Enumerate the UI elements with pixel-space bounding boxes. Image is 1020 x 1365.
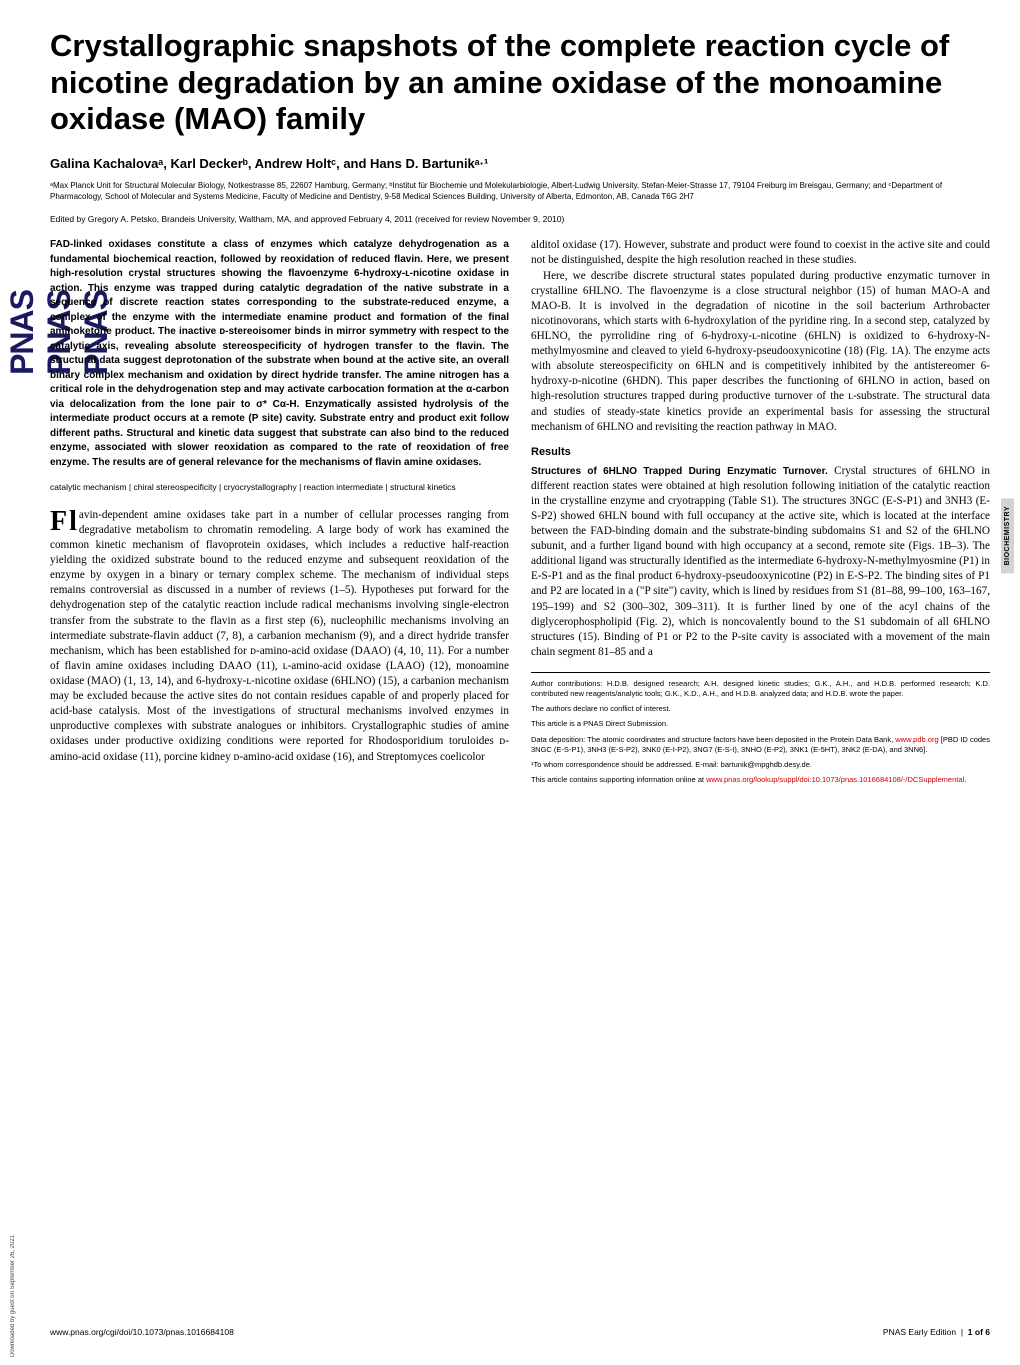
author-contributions: Author contributions: H.D.B. designed re… <box>531 679 990 699</box>
results-subheading: Structures of 6HLNO Trapped During Enzym… <box>531 466 828 477</box>
abstract: FAD-linked oxidases constitute a class o… <box>50 238 509 470</box>
pdb-link[interactable]: www.pdb.org <box>895 735 938 744</box>
intro-text: lavin-dependent amine oxidases take part… <box>50 509 509 763</box>
doi-link[interactable]: www.pnas.org/cgi/doi/10.1073/pnas.101668… <box>50 1327 234 1337</box>
affiliations: ᵃMax Planck Unit for Structural Molecula… <box>50 181 990 203</box>
right-p2: Here, we describe discrete structural st… <box>531 269 990 435</box>
journal-sidebar: PNAS PNAS PNAS Downloaded by guest on Se… <box>0 0 38 1365</box>
intro-paragraph: Flavin-dependent amine oxidases take par… <box>50 508 509 765</box>
results-paragraph: Structures of 6HLNO Trapped During Enzym… <box>531 464 990 660</box>
correspondence: ¹To whom correspondence should be addres… <box>531 760 990 770</box>
results-text: Crystal structures of 6HLNO in different… <box>531 465 990 658</box>
page-footer: www.pnas.org/cgi/doi/10.1073/pnas.101668… <box>50 1319 990 1337</box>
author-list: Galina Kachalovaᵃ, Karl Deckerᵇ, Andrew … <box>50 156 990 171</box>
article-footer-info: Author contributions: H.D.B. designed re… <box>531 672 990 785</box>
supplemental-link[interactable]: www.pnas.org/lookup/suppl/doi:10.1073/pn… <box>706 775 964 784</box>
conflict-statement: The authors declare no conflict of inter… <box>531 704 990 714</box>
page-content: BIOCHEMISTRY Crystallographic snapshots … <box>50 28 990 1337</box>
two-column-layout: FAD-linked oxidases constitute a class o… <box>50 238 990 790</box>
supporting-info: This article contains supporting informa… <box>531 775 990 785</box>
keywords: catalytic mechanism | chiral stereospeci… <box>50 482 509 493</box>
download-note: Downloaded by guest on September 26, 202… <box>10 1235 16 1357</box>
direct-submission: This article is a PNAS Direct Submission… <box>531 719 990 729</box>
pnas-logo-text: PNAS <box>4 290 41 375</box>
results-heading: Results <box>531 445 990 460</box>
section-category-tab: BIOCHEMISTRY <box>1001 498 1014 573</box>
left-column: FAD-linked oxidases constitute a class o… <box>50 238 509 790</box>
right-body: alditol oxidase (17). However, substrate… <box>531 238 990 660</box>
article-title: Crystallographic snapshots of the comple… <box>50 28 990 138</box>
data-deposition: Data deposition: The atomic coordinates … <box>531 735 990 755</box>
right-p1: alditol oxidase (17). However, substrate… <box>531 238 990 268</box>
page-number: PNAS Early Edition | 1 of 6 <box>883 1327 990 1337</box>
edited-by-line: Edited by Gregory A. Petsko, Brandeis Un… <box>50 214 990 224</box>
right-column: alditol oxidase (17). However, substrate… <box>531 238 990 790</box>
